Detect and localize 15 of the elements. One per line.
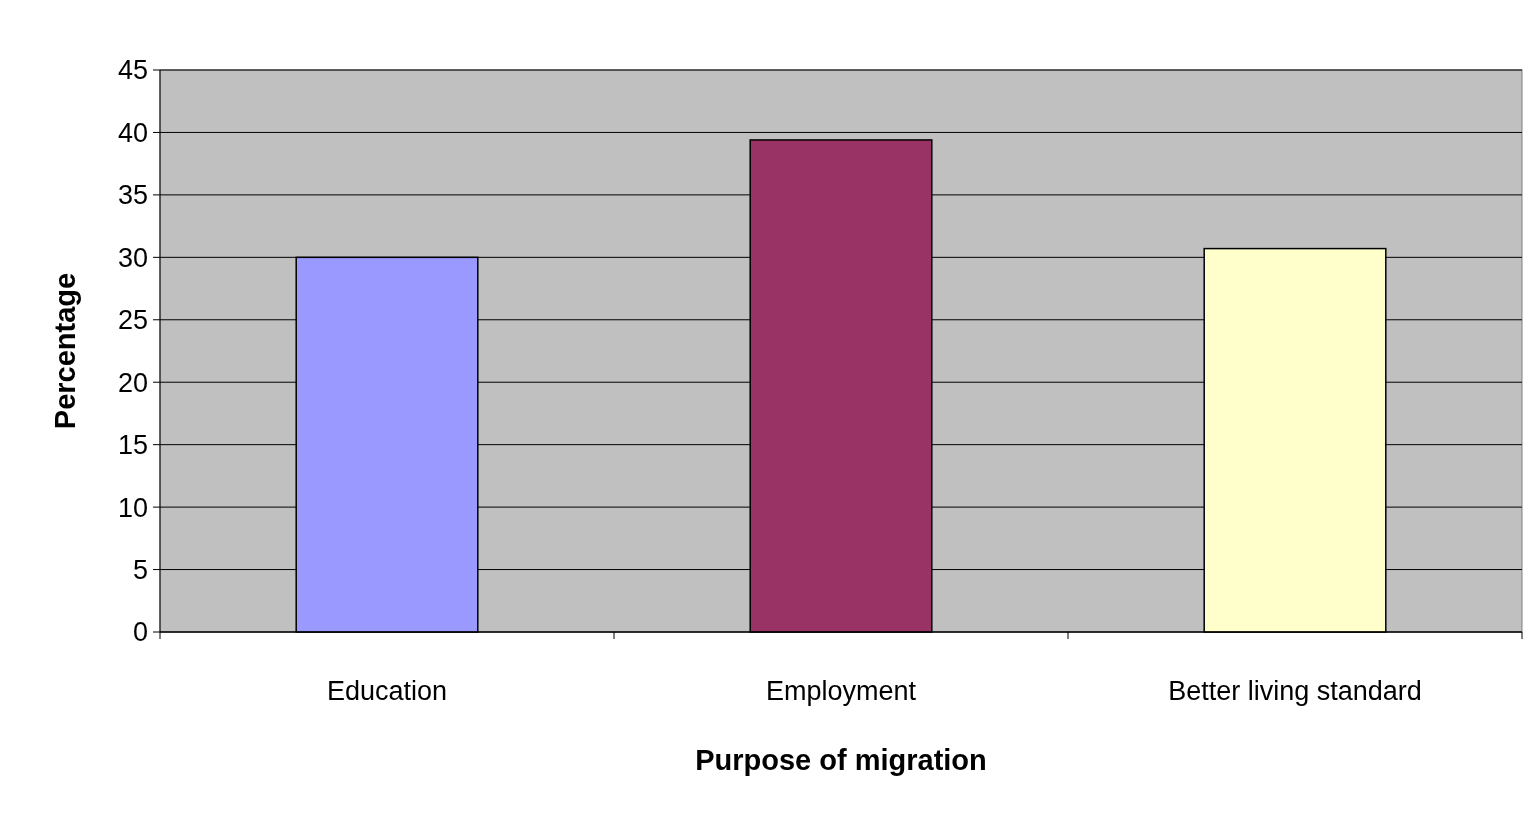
y-tick-label: 5 — [132, 555, 148, 586]
y-axis-title: Percentage — [49, 272, 81, 430]
y-tick-label: 20 — [117, 367, 148, 398]
y-tick-label: 45 — [117, 55, 148, 86]
y-tick-label: 35 — [117, 180, 148, 211]
y-tick-label: 40 — [117, 117, 148, 148]
x-tick-label: Employment — [765, 676, 917, 706]
y-tick-label: 10 — [117, 492, 148, 523]
y-tick-label: 25 — [117, 305, 148, 336]
x-tick-label: Education — [326, 676, 448, 706]
y-tick-label: 0 — [132, 617, 148, 648]
x-tick-label: Better living standard — [1168, 676, 1422, 706]
y-tick-label: 30 — [117, 242, 148, 273]
x-axis-title: Purpose of migration — [695, 744, 987, 776]
y-tick-label: 15 — [117, 430, 148, 461]
